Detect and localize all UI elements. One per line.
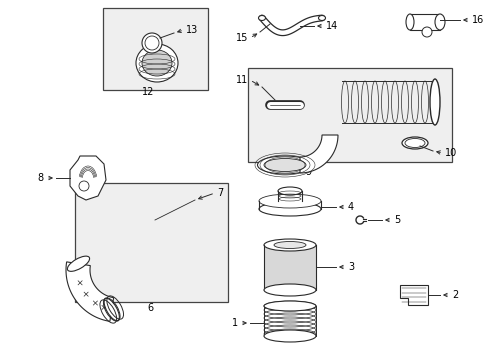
Ellipse shape — [142, 50, 172, 76]
Bar — [264, 245, 315, 290]
Text: 1: 1 — [231, 318, 238, 328]
Text: 2: 2 — [451, 290, 457, 300]
Ellipse shape — [264, 158, 305, 171]
Ellipse shape — [104, 298, 119, 321]
Ellipse shape — [429, 79, 439, 125]
Text: 14: 14 — [325, 21, 338, 31]
Circle shape — [421, 27, 431, 37]
Circle shape — [79, 181, 89, 191]
Polygon shape — [299, 135, 337, 173]
Text: 15: 15 — [235, 33, 247, 43]
Ellipse shape — [264, 239, 315, 251]
Ellipse shape — [401, 137, 427, 149]
Ellipse shape — [258, 15, 265, 21]
Polygon shape — [70, 156, 106, 200]
Text: 7: 7 — [217, 188, 223, 198]
Ellipse shape — [264, 330, 315, 342]
Polygon shape — [399, 285, 427, 305]
Ellipse shape — [273, 242, 305, 248]
Bar — [75, 183, 227, 302]
Ellipse shape — [257, 156, 312, 174]
Ellipse shape — [404, 139, 424, 148]
Ellipse shape — [145, 36, 159, 50]
Polygon shape — [66, 262, 113, 321]
Text: 4: 4 — [347, 202, 353, 212]
Ellipse shape — [264, 301, 315, 311]
Text: 13: 13 — [185, 25, 198, 35]
Ellipse shape — [405, 14, 413, 30]
Ellipse shape — [264, 284, 315, 296]
Ellipse shape — [259, 202, 320, 216]
Text: 12: 12 — [142, 87, 154, 97]
Bar — [103, 8, 207, 90]
Ellipse shape — [67, 256, 89, 271]
Text: 10: 10 — [444, 148, 456, 158]
Bar — [409, 14, 439, 30]
Ellipse shape — [259, 194, 320, 208]
Ellipse shape — [278, 187, 302, 195]
Ellipse shape — [136, 44, 178, 82]
Ellipse shape — [142, 33, 162, 53]
Text: 3: 3 — [347, 262, 353, 272]
Text: 6: 6 — [146, 303, 153, 313]
Text: 16: 16 — [471, 15, 483, 25]
Text: 11: 11 — [235, 75, 247, 85]
Bar — [247, 68, 451, 162]
Ellipse shape — [434, 14, 444, 30]
Text: 5: 5 — [393, 215, 400, 225]
Ellipse shape — [318, 15, 325, 21]
Text: 9: 9 — [305, 167, 310, 177]
Text: 8: 8 — [38, 173, 44, 183]
